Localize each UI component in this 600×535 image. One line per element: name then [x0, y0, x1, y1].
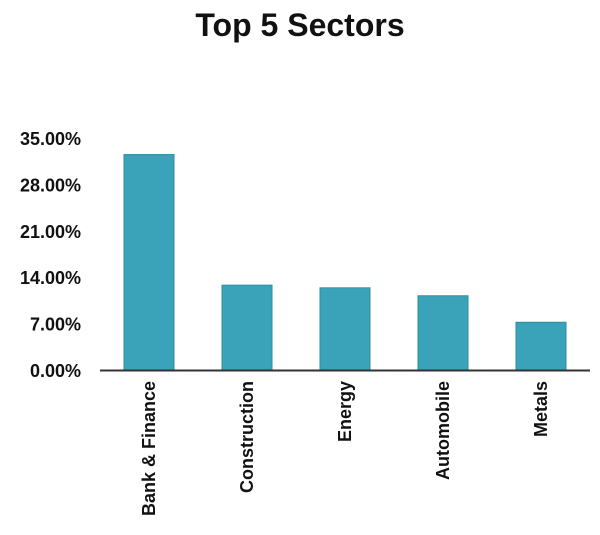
y-tick-label: 14.00%	[20, 268, 81, 288]
y-tick-label: 35.00%	[20, 129, 81, 149]
x-tick-label: Energy	[335, 381, 355, 442]
x-tick-label: Metals	[531, 381, 551, 437]
bar-metals	[515, 321, 567, 371]
chart-title: Top 5 Sectors	[195, 7, 405, 43]
bar-automobile	[417, 295, 469, 371]
y-tick-label: 0.00%	[30, 361, 81, 381]
y-tick-label: 28.00%	[20, 175, 81, 195]
x-tick-label: Bank & Finance	[139, 381, 159, 516]
x-tick-label: Construction	[237, 381, 257, 493]
x-axis: Bank & Finance Construction Energy Automobi…	[100, 369, 590, 516]
bar-bank-finance	[123, 154, 175, 371]
bar-energy	[319, 287, 371, 371]
y-tick-label: 21.00%	[20, 222, 81, 242]
y-axis: 0.00% 7.00% 14.00% 21.00% 28.00% 35.00%	[20, 129, 81, 381]
bar-construction	[221, 284, 273, 371]
bars	[123, 154, 567, 371]
x-tick-label: Automobile	[433, 381, 453, 480]
y-tick-label: 7.00%	[30, 315, 81, 335]
